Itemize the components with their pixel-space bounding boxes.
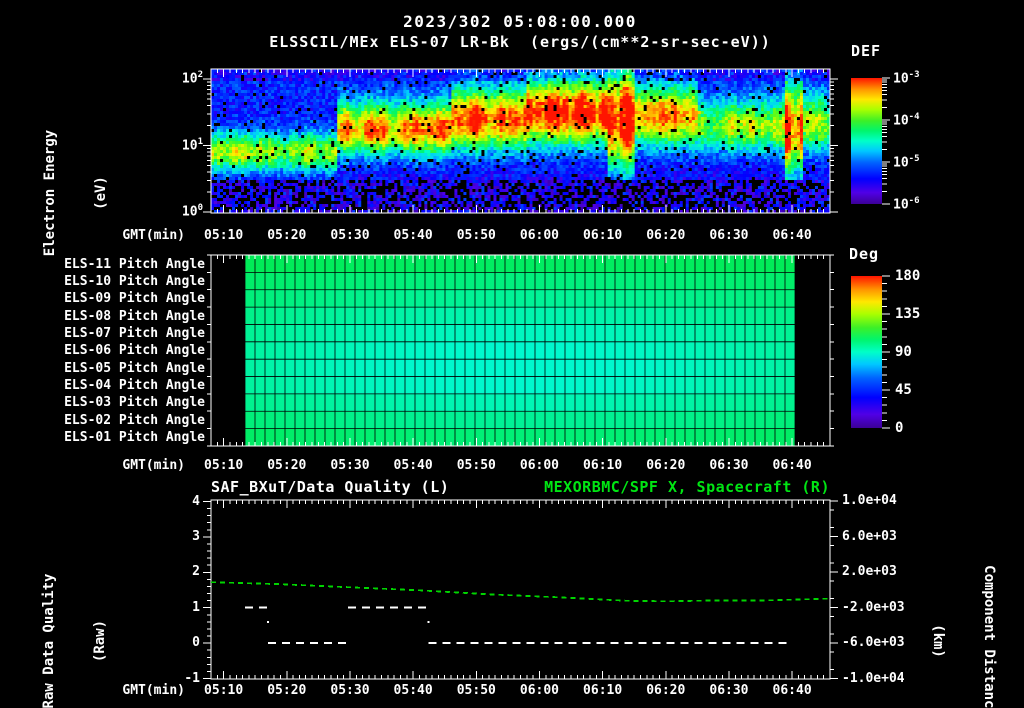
pitch-row-label: ELS-01 Pitch Angle (64, 430, 205, 446)
quality-tick-label: 4 (192, 493, 200, 509)
x-tick-label: 05:30 (330, 458, 370, 473)
x-tick-label: 06:00 (519, 458, 560, 473)
x-tick-label: 05:50 (456, 683, 496, 698)
energy-tick-label: 101 (181, 136, 203, 153)
distance-y-axis-unit: (km) (930, 624, 946, 658)
x-tick-label: 06:10 (583, 458, 623, 473)
time-axis-middle: GMT(min) 05:10 05:20 05:30 05:40 05:50 06:00 06… (0, 457, 1024, 473)
def-tick-label: 10-4 (893, 112, 920, 129)
def-tick-label: 10-6 (893, 196, 920, 213)
x-tick-label: 05:50 (456, 458, 496, 473)
gmt-axis-label: GMT(min) (122, 228, 185, 243)
bottom-left-title: SAF_BXuT/Data Quality (L) (211, 478, 450, 496)
x-tick-label: 05:20 (267, 683, 307, 698)
gmt-axis-label: GMT(min) (122, 458, 185, 473)
deg-colorbar-title: Deg (849, 245, 880, 263)
pitch-row-label: ELS-11 Pitch Angle (64, 256, 205, 272)
x-tick-label: 06:00 (519, 228, 560, 243)
x-tick-label: 05:20 (267, 458, 307, 473)
quality-tick-label: -1 (184, 670, 200, 686)
x-tick-label: 06:30 (709, 458, 749, 473)
pitch-row-label: ELS-06 Pitch Angle (64, 343, 205, 359)
time-axis-top: GMT(min) 05:10 05:20 05:30 05:40 05:50 06:00 06… (0, 227, 1024, 243)
quality-tick-label: 3 (192, 528, 200, 544)
x-tick-label: 06:40 (772, 683, 812, 698)
x-tick-label: 06:20 (646, 683, 686, 698)
x-tick-label: 05:50 (456, 228, 496, 243)
def-tick-label: 10-3 (893, 70, 920, 87)
x-tick-label: 05:10 (204, 228, 244, 243)
deg-tick-label: 90 (895, 344, 912, 360)
def-colorbar (851, 78, 882, 204)
x-tick-label: 06:40 (772, 458, 812, 473)
x-tick-label: 06:30 (709, 683, 749, 698)
pitch-row-label: ELS-09 Pitch Angle (64, 291, 205, 307)
def-tick-label: 10-5 (893, 154, 920, 171)
distance-tick-label: -2.0e+03 (842, 599, 905, 615)
energy-tick-label: 100 (181, 203, 203, 220)
x-tick-label: 05:20 (267, 228, 307, 243)
quality-tick-label: 2 (192, 564, 200, 580)
x-tick-label: 05:40 (393, 458, 433, 473)
plot-subtitle: ELSSCIL/MEx ELS-07 LR-Bk (ergs/(cm**2-sr… (269, 33, 771, 51)
distance-tick-label: 2.0e+03 (842, 564, 897, 579)
pitch-row-label: ELS-05 Pitch Angle (64, 360, 205, 376)
x-tick-label: 06:40 (772, 228, 812, 243)
x-tick-label: 05:30 (330, 683, 370, 698)
distance-y-axis-text: Component Distance (981, 565, 997, 708)
pitch-row-label: ELS-04 Pitch Angle (64, 378, 205, 394)
quality-tick-label: 1 (192, 599, 200, 615)
spectrogram-y-axis-text: Electron Energy (42, 129, 58, 257)
x-tick-label: 05:30 (330, 228, 370, 243)
distance-tick-label: -6.0e+03 (842, 635, 905, 650)
deg-colorbar (851, 276, 882, 428)
time-axis-bottom: GMT(min) 05:10 05:20 05:30 05:40 05:50 06:00 06… (0, 682, 1024, 698)
pitch-row-label: ELS-07 Pitch Angle (64, 325, 205, 341)
x-tick-label: 06:10 (583, 683, 623, 698)
x-tick-label: 06:20 (646, 228, 686, 243)
x-tick-label: 06:00 (519, 683, 560, 698)
x-tick-label: 05:10 (204, 458, 244, 473)
distance-tick-label: 6.0e+03 (842, 528, 897, 544)
pitch-angle-heatmap (211, 255, 830, 446)
x-tick-label: 05:40 (393, 228, 433, 243)
x-tick-label: 05:10 (204, 683, 244, 698)
pitch-row-label: ELS-10 Pitch Angle (64, 273, 205, 289)
electron-energy-spectrogram (211, 69, 830, 213)
def-colorbar-title: DEF (851, 42, 882, 60)
deg-tick-label: 180 (895, 268, 921, 284)
bottom-right-title: MEXORBMC/SPF X, Spacecraft (R) (544, 478, 830, 496)
deg-tick-label: 45 (895, 382, 912, 398)
x-tick-label: 06:10 (583, 228, 623, 243)
deg-tick-label: 0 (895, 420, 904, 436)
x-tick-label: 05:40 (393, 683, 433, 698)
distance-tick-label: 1.0e+04 (842, 493, 897, 508)
x-tick-label: 06:30 (709, 228, 749, 243)
pitch-row-label: ELS-03 Pitch Angle (64, 395, 205, 411)
page-title: 2023/302 05:08:00.000 (403, 12, 637, 31)
gmt-axis-label: GMT(min) (122, 683, 185, 698)
energy-tick-label: 102 (181, 70, 203, 87)
x-tick-label: 06:20 (646, 458, 686, 473)
deg-tick-label: 135 (895, 306, 921, 322)
distance-y-axis-label: Component Distance (km) (895, 521, 1024, 708)
pitch-row-label: ELS-02 Pitch Angle (64, 412, 205, 428)
distance-tick-label: -1.0e+04 (842, 670, 905, 686)
quality-tick-label: 0 (192, 635, 200, 651)
pitch-row-label: ELS-08 Pitch Angle (64, 308, 205, 324)
